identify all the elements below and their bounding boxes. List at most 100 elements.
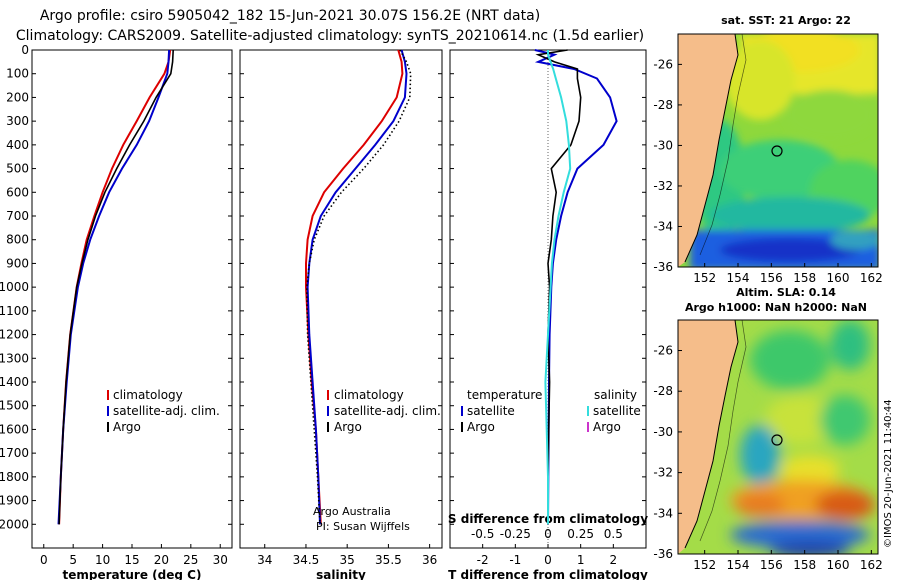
series-argo (305, 49, 412, 525)
map-y-tick-label: -34 (653, 506, 673, 520)
legend-label-climatology: climatology (113, 388, 183, 402)
sst-map-axes: 152 154 156 158 160 162 -26 -28 -30 -32 -34 -36 (653, 57, 882, 285)
top-tick-label: 0.25 (567, 527, 594, 541)
legend-title-temperature: temperature (467, 388, 542, 402)
legend-label-s-argo: Argo (593, 420, 621, 434)
map-y-tick-label: -28 (653, 384, 673, 398)
top-tick-label: 0 (544, 527, 552, 541)
y-tick-label: 400 (6, 138, 29, 152)
y-tick-label: 1900 (0, 494, 29, 508)
y-tick-label: 1300 (0, 351, 29, 365)
temperature-legend: climatology satellite-adj. clim. Argo (107, 388, 220, 434)
argo-float-marker (771, 434, 783, 446)
legend-label-climatology: climatology (334, 388, 404, 402)
legend-title-salinity: salinity (594, 388, 637, 402)
watermark: ©IMOS 20-Jun-2021 11:40:44 (883, 399, 894, 548)
legend-label-t-argo: Argo (467, 420, 495, 434)
legend-label-argo: Argo (113, 420, 141, 434)
x-tick-label: 20 (154, 553, 169, 567)
map-y-tick-label: -30 (653, 425, 673, 439)
x-tick-label: 15 (124, 553, 139, 567)
y-tick-label: 500 (6, 162, 29, 176)
map-y-tick-label: -34 (653, 219, 673, 233)
legend-label-s-satellite: satellite (593, 404, 641, 418)
sst-field (690, 34, 878, 267)
x-tick-label: 25 (183, 553, 198, 567)
map-x-tick-label: 160 (827, 558, 850, 572)
plot-frame (31, 49, 233, 549)
map-x-tick-label: 154 (727, 558, 750, 572)
x-tick-label: 0 (40, 553, 48, 567)
sst-map (678, 34, 878, 267)
x-tick-label: -2 (477, 553, 489, 567)
x-tick-label: 5 (69, 553, 77, 567)
x-tick-label: 2 (610, 553, 618, 567)
top-tick-label: -0.25 (500, 527, 531, 541)
legend-label-satellite: satellite-adj. clim. (113, 404, 220, 418)
y-tick-label: 1200 (0, 328, 29, 342)
y-tick-label: 200 (6, 90, 29, 104)
map-y-tick-label: -32 (653, 179, 673, 193)
credit-line2: PI: Susan Wijffels (316, 520, 410, 533)
y-tick-label: 1100 (0, 304, 29, 318)
map-x-tick-label: 152 (693, 558, 716, 572)
land-australia (678, 34, 738, 267)
sla-map-axes: 152 154 156 158 160 162 -26 -28 -30 -32 -34 -36 (653, 344, 882, 572)
x-axis-label: T difference from climatology (448, 568, 648, 580)
x-axis-label: salinity (316, 568, 366, 580)
map-x-tick-label: 156 (760, 271, 783, 285)
x-tick-label: 35.5 (375, 553, 402, 567)
plot-frame (239, 49, 443, 549)
x-tick-label: 34.5 (293, 553, 320, 567)
legend-label-satellite: satellite-adj. clim. (334, 404, 441, 418)
map-y-tick-label: -26 (653, 344, 673, 358)
x-tick-label: -1 (509, 553, 521, 567)
y-tick-label: 900 (6, 256, 29, 270)
difference-legend: temperature satellite Argo salinity sate… (461, 388, 641, 434)
y-tick-label: 0 (21, 43, 29, 57)
x-tick-label: 10 (95, 553, 110, 567)
y-tick-label: 1000 (0, 280, 29, 294)
sla-map (678, 320, 878, 554)
series-climatology (58, 49, 172, 525)
temperature-panel: 0100200300400500600700800900100011001200… (0, 43, 233, 580)
y-tick-label: 700 (6, 209, 29, 223)
y-tick-label: 1800 (0, 470, 29, 484)
x-axis-label: temperature (deg C) (63, 568, 202, 580)
series-satellite-adj-clim- (57, 49, 171, 525)
sst-map-frame (677, 33, 879, 268)
sla-map-frame (677, 319, 879, 555)
map-y-tick-label: -30 (653, 138, 673, 152)
y-tick-label: 600 (6, 185, 29, 199)
top-tick-label: 0.5 (604, 527, 623, 541)
map-x-tick-label: 152 (693, 271, 716, 285)
credit-line1: Argo Australia (313, 505, 391, 518)
x-tick-label: 0 (544, 553, 552, 567)
x-tick-label: 30 (213, 553, 228, 567)
map-y-tick-label: -36 (653, 260, 673, 274)
map-x-tick-label: 162 (860, 271, 883, 285)
coastline (684, 320, 739, 549)
map-y-tick-label: -32 (653, 466, 673, 480)
y-tick-label: 1400 (0, 375, 29, 389)
map-y-tick-label: -26 (653, 57, 673, 71)
map-x-tick-label: 156 (760, 558, 783, 572)
map-x-tick-label: 154 (727, 271, 750, 285)
map-x-tick-label: 158 (793, 558, 816, 572)
map-x-tick-label: 158 (793, 271, 816, 285)
x-tick-label: 1 (577, 553, 585, 567)
series-s-satellite (544, 50, 572, 525)
series-satellite-adj-clim- (306, 49, 408, 525)
y-tick-label: 1500 (0, 399, 29, 413)
salinity-legend: climatology satellite-adj. clim. Argo Ar… (313, 388, 441, 533)
sla-map-title2: Argo h1000: NaN h2000: NaN (685, 301, 867, 314)
y-tick-label: 2000 (0, 517, 29, 531)
y-tick-label: 800 (6, 233, 29, 247)
map-y-tick-label: -36 (653, 547, 673, 561)
series-t-argo (535, 49, 582, 525)
map-x-tick-label: 160 (827, 271, 850, 285)
top-tick-label: -0.5 (471, 527, 494, 541)
map-y-tick-label: -28 (653, 98, 673, 112)
sst-map-title: sat. SST: 21 Argo: 22 (721, 14, 851, 27)
